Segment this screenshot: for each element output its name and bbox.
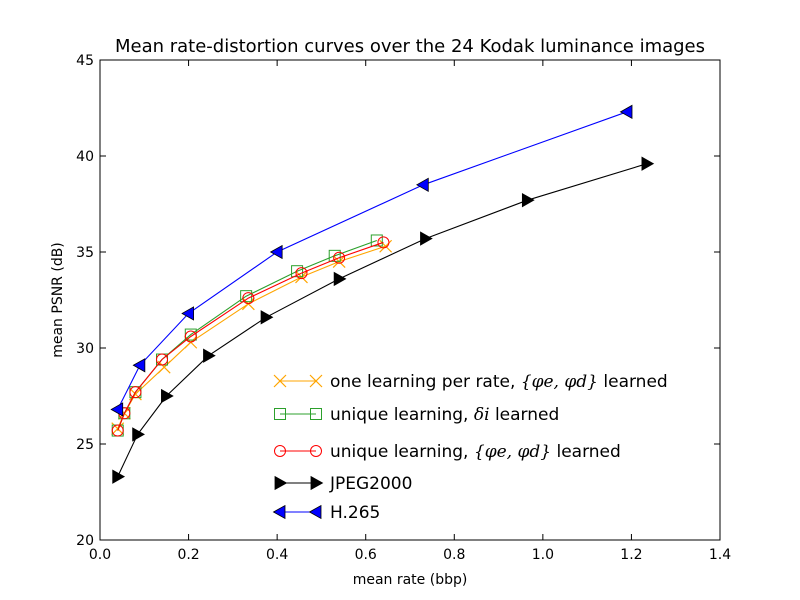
series-3	[112, 156, 655, 484]
legend-marker-end-0	[309, 374, 323, 388]
legend-entry-2: unique learning, {φe, φd} learned	[274, 442, 621, 462]
y-tick-label: 35	[76, 245, 94, 261]
y-tick-label: 45	[76, 53, 94, 69]
data-point-2-4	[184, 330, 197, 343]
legend-marker-end-2	[310, 445, 322, 457]
data-point-3-4	[260, 310, 274, 325]
x-tick-label: 0.6	[355, 547, 377, 563]
legend-marker-start-1	[274, 408, 286, 420]
x-tick-label: 1.0	[532, 547, 554, 563]
legend-entry-1: unique learning, δi learned	[274, 405, 559, 425]
legend-label-3: JPEG2000	[329, 474, 412, 494]
legend-marker-start-0	[273, 374, 287, 388]
axes-frame	[99, 59, 721, 541]
x-tick-label: 0.0	[89, 547, 111, 563]
y-tick-label: 30	[76, 341, 94, 357]
data-point-3-7	[521, 192, 535, 208]
data-point-2-7	[333, 251, 346, 264]
data-point-3-0	[112, 469, 126, 484]
data-point-2-0	[111, 424, 124, 437]
series-4	[110, 104, 633, 417]
plot-background	[100, 60, 720, 540]
x-tick-label: 1.2	[620, 547, 642, 563]
data-point-4-4	[415, 177, 429, 192]
legend-marker-end-1	[310, 408, 322, 420]
data-point-3-2	[161, 388, 174, 404]
data-point-3-1	[132, 427, 145, 442]
legend-marker-start-3	[274, 475, 288, 491]
data-point-4-2	[181, 306, 194, 321]
data-point-2-3	[156, 353, 168, 366]
data-point-0-8	[379, 239, 393, 253]
series-2	[111, 236, 390, 437]
legend: one learning per rate, {φe, φd} learned u…	[272, 372, 668, 523]
legend-entry-4: H.265	[272, 503, 380, 523]
axes-layer: 0.0 0.2 0.4 0.6 0.8 1.0 1.2 1.4 20 25 30 35 40 45	[76, 53, 731, 563]
x-tick-label: 0.2	[177, 547, 199, 563]
y-axis-label: mean PSNR (dB)	[50, 242, 66, 358]
x-tick-label: 1.4	[709, 547, 731, 563]
legend-label-0: one learning per rate, {φe, φd} learned	[330, 372, 668, 392]
series-layer	[110, 104, 655, 484]
legend-entry-0: one learning per rate, {φe, φd} learned	[273, 372, 668, 392]
data-point-3-5	[333, 271, 347, 287]
chart-title: Mean rate-distortion curves over the 24 …	[115, 36, 705, 57]
data-point-4-1	[132, 358, 146, 373]
legend-marker-end-3	[310, 475, 324, 491]
plot-area	[100, 60, 720, 540]
data-point-4-0	[110, 402, 124, 417]
series-line-4	[117, 111, 628, 410]
y-tick-label: 20	[76, 533, 94, 549]
y-tick-label: 40	[76, 149, 94, 165]
legend-marker-start-2	[274, 445, 286, 457]
x-tick-label: 0.8	[443, 547, 465, 563]
legend-marker-end-4	[308, 504, 322, 520]
data-point-2-6	[295, 267, 308, 280]
data-point-3-6	[420, 231, 433, 246]
legend-label-4: H.265	[330, 503, 380, 523]
data-point-3-8	[641, 156, 655, 171]
x-axis-label: mean rate (bbp)	[353, 572, 468, 588]
data-point-4-5	[619, 104, 633, 120]
x-tick-label: 0.4	[266, 547, 288, 563]
legend-label-2: unique learning, {φe, φd} learned	[330, 442, 621, 462]
data-point-2-2	[129, 386, 142, 399]
legend-marker-start-4	[272, 504, 286, 520]
legend-entry-3: JPEG2000	[274, 474, 412, 494]
data-point-3-3	[203, 348, 216, 363]
y-tick-label: 25	[76, 437, 94, 453]
series-line-2	[117, 241, 384, 431]
data-point-0-3	[157, 360, 171, 374]
data-point-2-5	[242, 292, 255, 305]
data-point-2-8	[377, 236, 390, 249]
data-point-4-3	[269, 244, 283, 260]
data-point-1-8	[370, 234, 383, 247]
legend-label-1: unique learning, δi learned	[330, 405, 559, 425]
